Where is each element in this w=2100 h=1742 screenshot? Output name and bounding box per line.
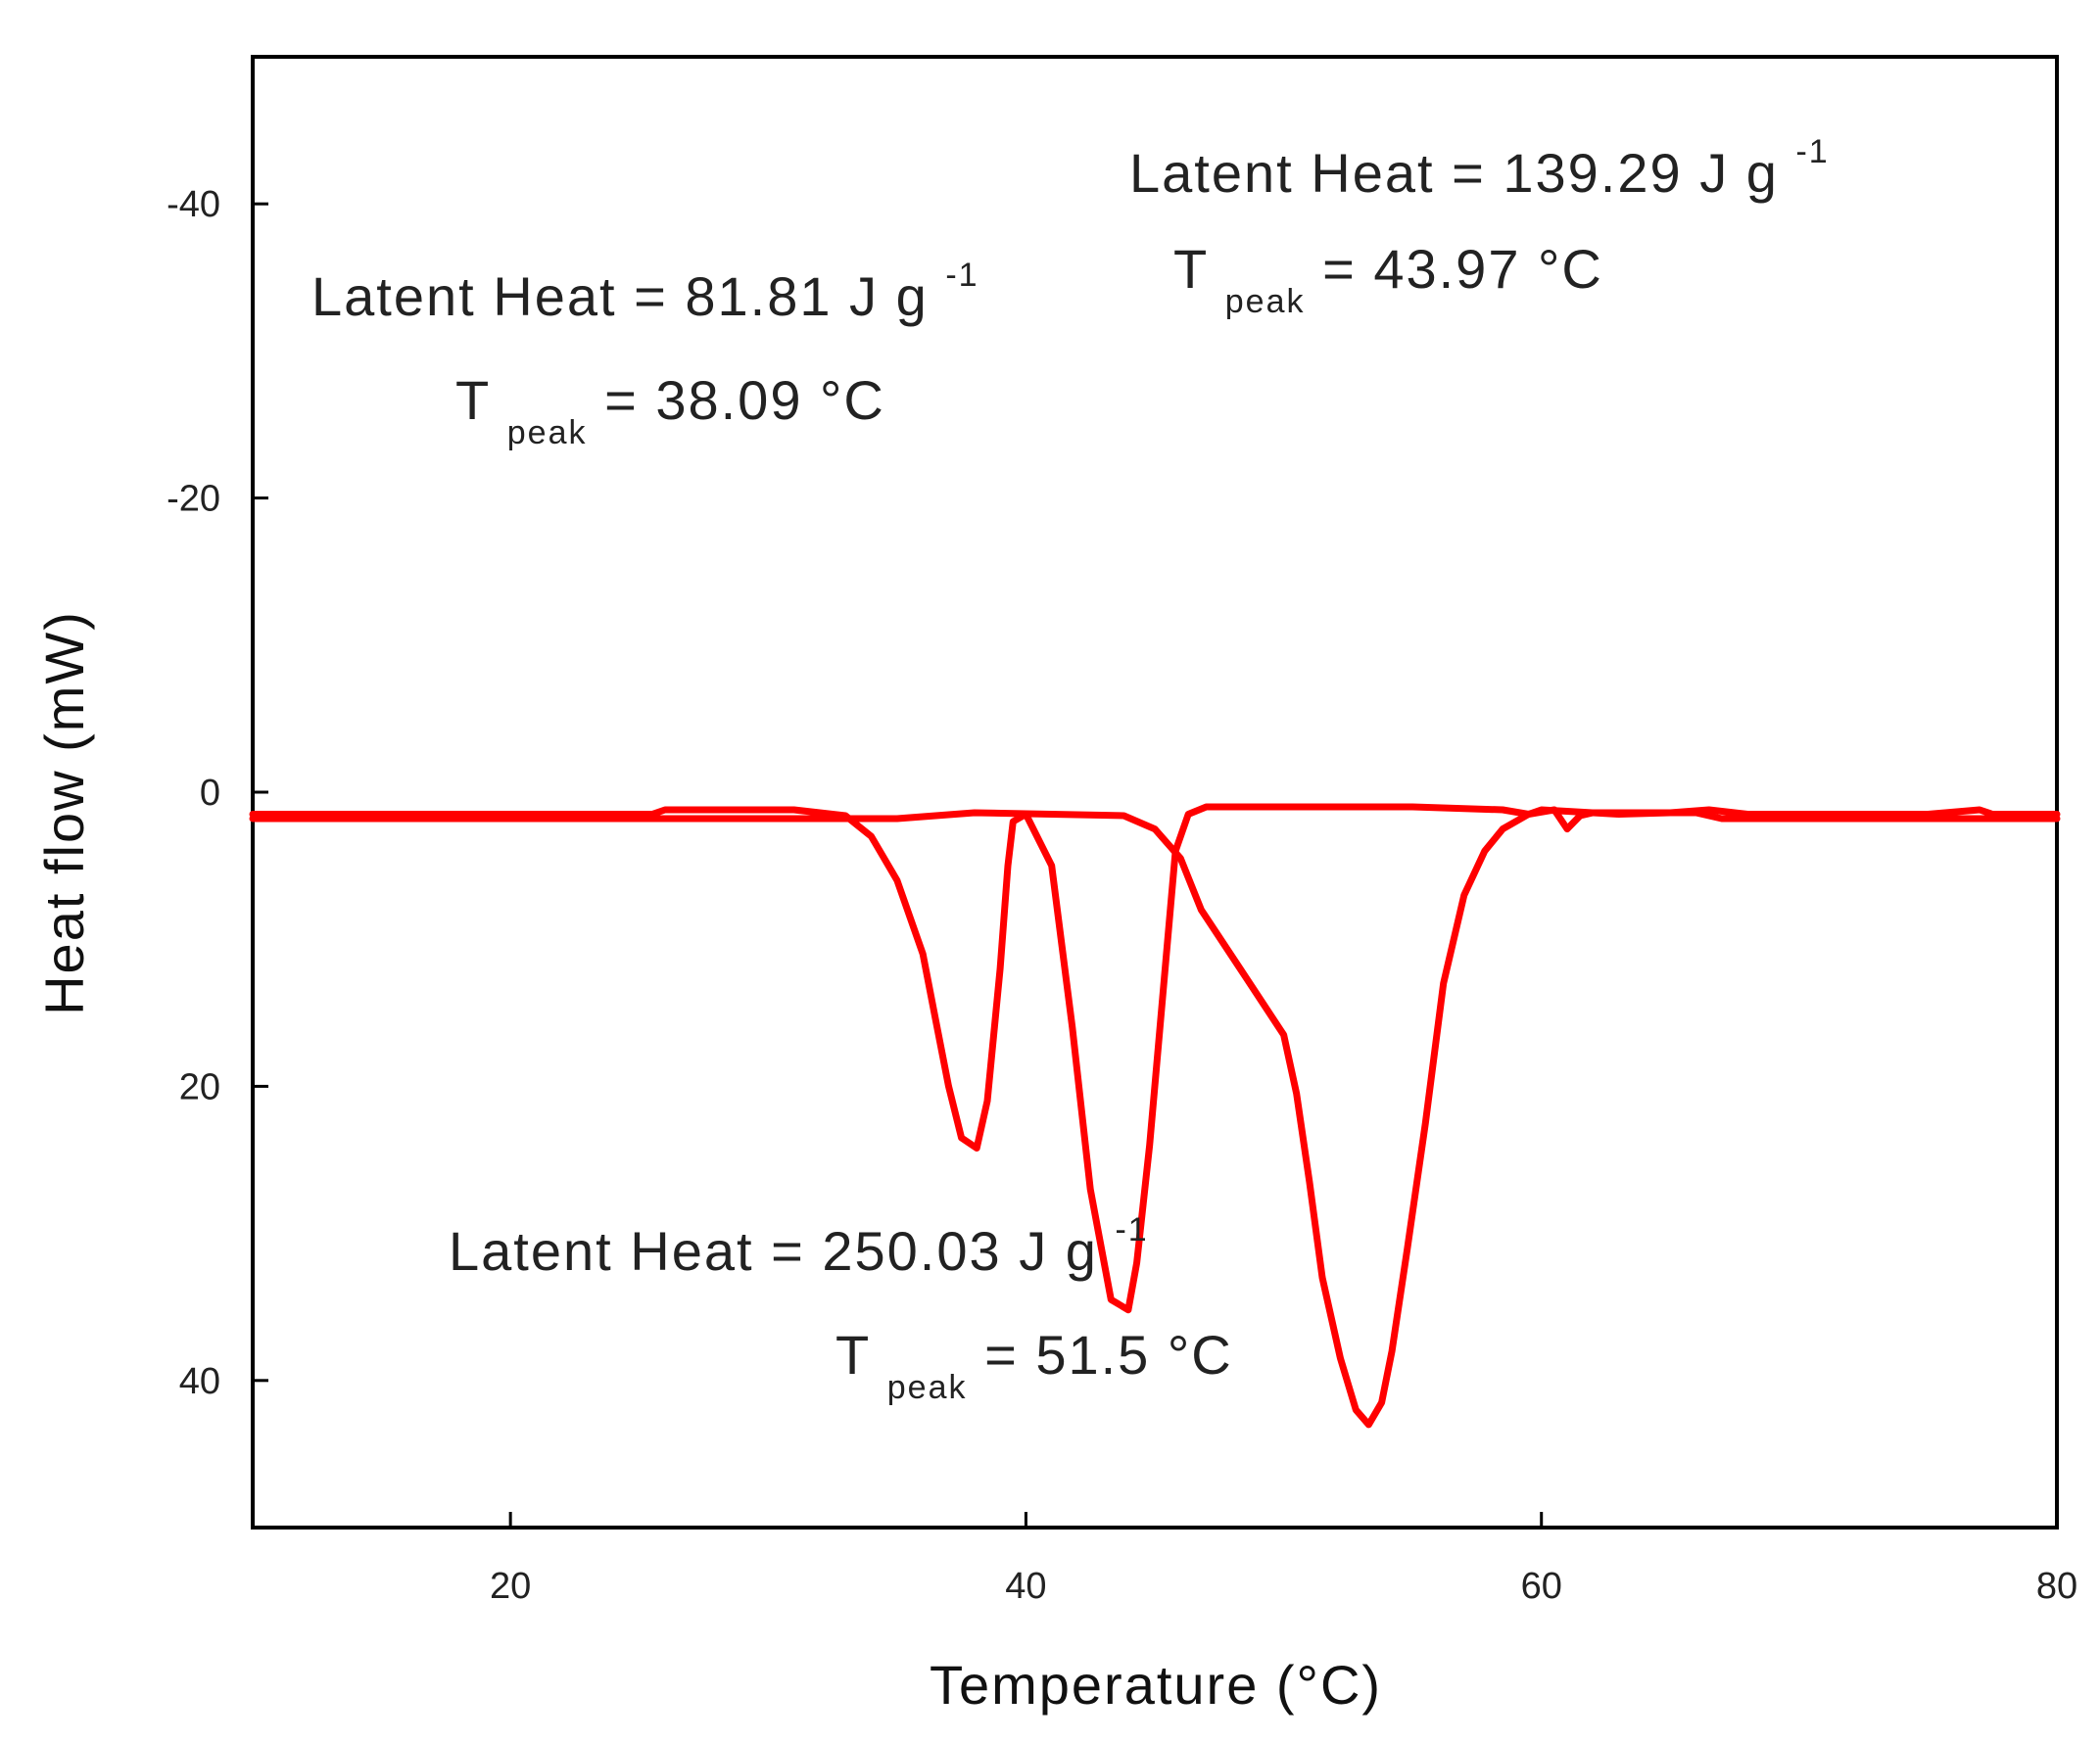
x-tick-labels: 20 40 60 80 [490, 1566, 2077, 1607]
annotation-peak-2: Latent Heat = 139.29 J g -1 T peak = 43.… [1129, 133, 1830, 324]
tpeak-subscript: peak [507, 414, 588, 451]
y-tick-label: -20 [167, 479, 220, 520]
latent-heat-superscript: -1 [1115, 1211, 1148, 1248]
tpeak-symbol: T [455, 369, 490, 431]
tpeak-label: T peak = 51.5 °C [835, 1324, 1233, 1410]
tpeak-symbol: T [1173, 238, 1208, 300]
tpeak-symbol: T [835, 1324, 870, 1386]
x-tick-label: 20 [490, 1566, 531, 1607]
y-axis-title: Heat flow (mW) [33, 610, 95, 1015]
y-tick-label: 40 [179, 1361, 220, 1402]
x-tick-label: 80 [2036, 1566, 2077, 1607]
y-tick-label: 0 [200, 773, 220, 814]
latent-heat-text: Latent Heat = 139.29 J g [1129, 142, 1779, 204]
y-axis-ticks [253, 202, 268, 1383]
latent-heat-superscript: -1 [945, 257, 978, 294]
tpeak-value: = 51.5 °C [984, 1324, 1233, 1386]
y-tick-label: 20 [179, 1066, 220, 1107]
series-line-heating [249, 806, 2061, 1429]
latent-heat-label: Latent Heat = 81.81 J g -1 [311, 257, 979, 327]
tpeak-subscript: peak [887, 1369, 968, 1406]
x-tick-label: 60 [1521, 1566, 1562, 1607]
annotation-peak-1: Latent Heat = 81.81 J g -1 T peak = 38.0… [311, 257, 979, 455]
latent-heat-text: Latent Heat = 81.81 J g [311, 265, 929, 327]
latent-heat-label: Latent Heat = 139.29 J g -1 [1129, 133, 1830, 204]
tpeak-value: = 38.09 °C [604, 369, 885, 431]
tpeak-label: T peak = 43.97 °C [1173, 238, 1603, 324]
y-tick-labels: -40 -20 0 20 40 [167, 184, 220, 1402]
x-tick-label: 40 [1005, 1566, 1046, 1607]
tpeak-subscript: peak [1225, 283, 1306, 320]
latent-heat-text: Latent Heat = 250.03 J g [449, 1220, 1098, 1282]
x-axis-ticks [508, 1512, 2059, 1528]
y-tick-label: -40 [167, 184, 220, 225]
latent-heat-label: Latent Heat = 250.03 J g -1 [449, 1211, 1149, 1282]
annotation-peak-3: Latent Heat = 250.03 J g -1 T peak = 51.… [449, 1211, 1233, 1410]
latent-heat-superscript: -1 [1795, 133, 1829, 170]
x-axis-title: Temperature (°C) [930, 1654, 1382, 1716]
tpeak-value: = 43.97 °C [1322, 238, 1603, 300]
tpeak-label: T peak = 38.09 °C [455, 369, 885, 455]
